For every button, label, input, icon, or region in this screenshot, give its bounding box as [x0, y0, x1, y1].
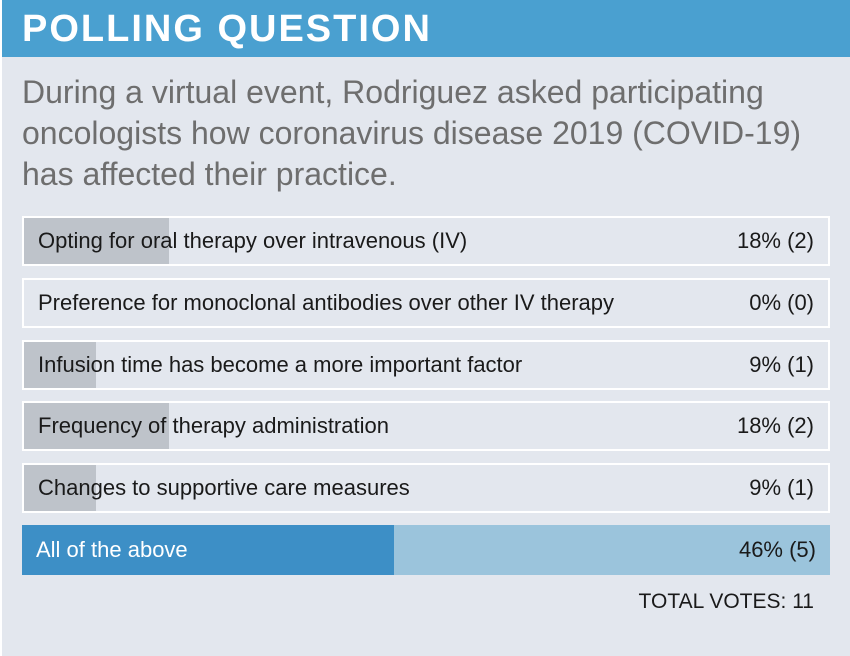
poll-option-result: 0% (0): [749, 290, 814, 315]
poll-bar-fill: [24, 465, 97, 511]
poll-option-infusion-time: Infusion time has become a more importan…: [22, 340, 830, 390]
poll-bar-fill: [24, 403, 169, 449]
poll-option-label: Opting for oral therapy over intravenous…: [38, 228, 468, 253]
poll-option-result: 9% (1): [749, 475, 814, 500]
poll-option-label: Changes to supportive care measures: [38, 475, 410, 500]
total-votes: TOTAL VOTES: 11: [638, 590, 814, 613]
poll-bar-fill: [22, 525, 394, 575]
poll-option-label: Preference for monoclonal antibodies ove…: [38, 290, 614, 315]
poll-question: During a virtual event, Rodriguez asked …: [22, 74, 802, 192]
poll-header: POLLING QUESTION: [2, 0, 850, 57]
poll-option-result: 18% (2): [736, 228, 814, 253]
poll-option-result: 46% (5): [738, 537, 816, 562]
poll-bar-fill: [24, 342, 97, 388]
poll-option-result: 9% (1): [749, 352, 814, 377]
poll-option-monoclonal-antibodies: Preference for monoclonal antibodies ove…: [22, 278, 830, 328]
poll-option-result: 18% (2): [736, 413, 814, 438]
poll-title: POLLING QUESTION: [22, 8, 432, 50]
poll-bar-fill: [24, 218, 169, 264]
poll-option-frequency: Frequency of therapy administration 18% …: [22, 401, 830, 451]
poll-option-label: Infusion time has become a more importan…: [38, 352, 523, 377]
poll-option-label: All of the above: [36, 537, 188, 562]
poll-option-all-of-the-above: All of the above 46% (5): [22, 525, 830, 575]
poll-option-oral-therapy: Opting for oral therapy over intravenous…: [22, 216, 830, 266]
poll-option-label: Frequency of therapy administration: [38, 413, 389, 438]
poll-option-supportive-care: Changes to supportive care measures 9% (…: [22, 463, 830, 513]
